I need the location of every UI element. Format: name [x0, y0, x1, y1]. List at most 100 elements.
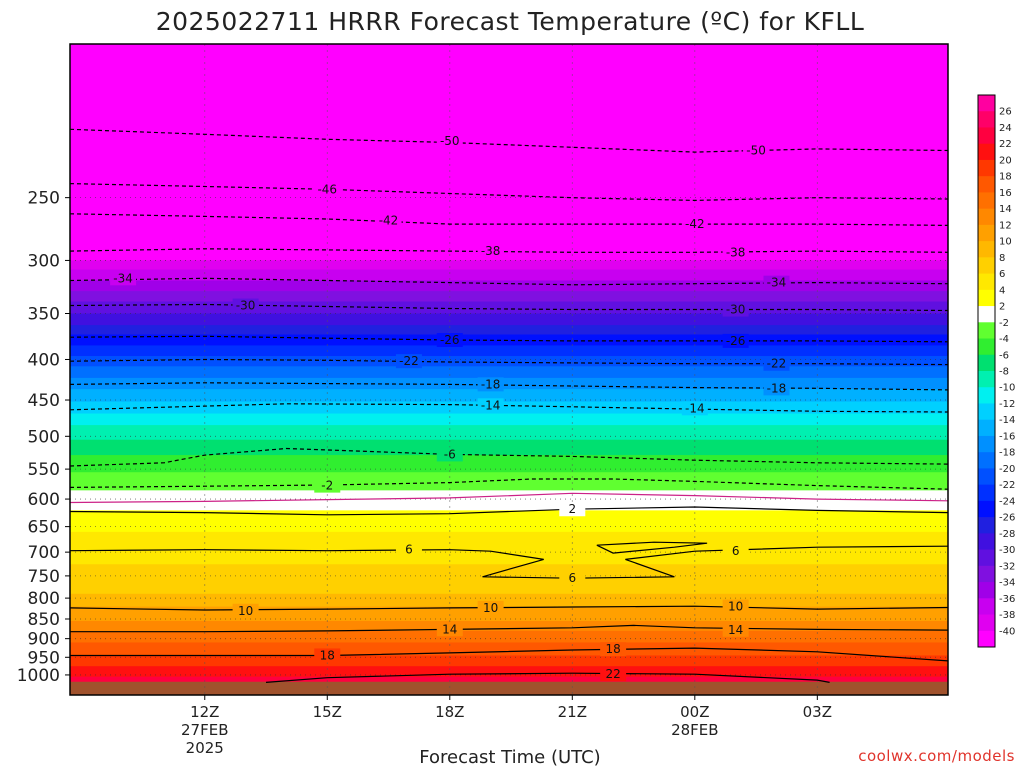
contour-label-16-0: 10 — [238, 604, 253, 618]
contour-label-bg-4-1 — [763, 275, 790, 290]
contour-label-bg-5-1 — [722, 302, 749, 317]
colorbar-label-29: -34 — [999, 578, 1015, 589]
colorbar-label-31: -38 — [999, 610, 1015, 621]
colorbar-label-21: -18 — [999, 448, 1015, 459]
colorbar-swatch-11 — [978, 273, 995, 291]
contour-label-bg-14-2 — [722, 544, 749, 559]
colorbar-label-6: 14 — [999, 204, 1012, 215]
contour-label-6-1: -26 — [726, 334, 746, 348]
colorbar-label-25: -26 — [999, 513, 1015, 524]
y-tick-label-10: 750 — [28, 567, 60, 587]
colorbar-legend: 26 24 22 20 18 16 14 12 10 8 6 4 2 -2 -4 -6 -8 -10 -12 -14 -… — [977, 94, 1015, 648]
x-tick-label-0-1: 27FEB — [181, 721, 228, 739]
colorbar-label-28: -32 — [999, 561, 1015, 572]
contour-label-5-1: -30 — [726, 303, 746, 317]
contour-label-19-0: 22 — [605, 667, 620, 681]
x-tick-label-0-2: 2025 — [186, 739, 224, 757]
colorbar-label-15: -6 — [999, 350, 1009, 361]
ground-band — [70, 681, 948, 695]
colorbar-label-9: 8 — [999, 253, 1005, 264]
temp-band-13 — [70, 389, 948, 403]
temp-band-15 — [70, 413, 948, 426]
contour-label-1-0: -46 — [317, 182, 337, 196]
colorbar-swatch-4 — [978, 159, 995, 177]
colorbar-label-24: -24 — [999, 496, 1015, 507]
colorbar-swatch-2 — [978, 127, 995, 145]
contour-line-16 — [70, 605, 948, 611]
plot-frame — [69, 43, 949, 696]
contour-label-bg-2-1 — [681, 217, 708, 232]
contour-label-8-0: -18 — [481, 377, 501, 391]
temp-band-17 — [70, 439, 948, 456]
temp-band-11 — [70, 366, 948, 379]
colorbar-swatch-25 — [978, 500, 995, 518]
x-tick-label-5-0: 03Z — [803, 703, 832, 721]
x-tick-label-1-0: 15Z — [313, 703, 342, 721]
contour-label-bg-1-0 — [314, 182, 341, 197]
contour-label-9-1: -14 — [685, 401, 705, 415]
contour-label-16-1: 10 — [483, 601, 498, 615]
contour-line-7 — [70, 358, 948, 366]
contour-label-bg-9-0 — [477, 398, 504, 413]
colorbar-label-26: -28 — [999, 529, 1015, 540]
contour-label-bg-3-1 — [722, 245, 749, 260]
colorbar-swatch-18 — [978, 387, 995, 404]
colorbar-label-0: 26 — [999, 107, 1012, 118]
temp-band-6 — [70, 313, 948, 326]
contour-label-13-0: 2 — [568, 502, 576, 516]
y-tick-label-1: 300 — [28, 251, 60, 271]
contour-line-18 — [70, 647, 948, 662]
colorbar-label-22: -20 — [999, 464, 1015, 475]
colorbar-swatch-13 — [978, 306, 995, 323]
contour-label-bg-17-1 — [722, 622, 749, 637]
contour-label-bg-11-0 — [314, 478, 341, 493]
contour-label-7-0: -22 — [399, 354, 419, 368]
y-tick-label-2: 350 — [28, 304, 60, 324]
contour-label-bg-17-0 — [436, 622, 463, 637]
y-tick-label-15: 1000 — [17, 666, 60, 686]
colorbar-label-2: 22 — [999, 139, 1012, 150]
contour-label-18-1: 18 — [605, 642, 620, 656]
temp-band-29 — [70, 655, 948, 667]
colorbar-label-7: 12 — [999, 220, 1012, 231]
temp-band-24 — [70, 593, 948, 608]
contour-label-8-1: -18 — [767, 381, 787, 395]
colorbar-swatch-20 — [978, 419, 995, 437]
contour-line-12 — [70, 492, 948, 504]
contour-label-bg-7-1 — [763, 356, 790, 371]
contour-label-7-1: -22 — [767, 357, 787, 371]
contour-line-19 — [265, 672, 830, 683]
plot-area: -50-50-46-42 -42-38 -38-34 -34-30 -30-26 -26-… — [69, 43, 949, 696]
colorbar-label-30: -36 — [999, 594, 1015, 605]
colorbar-label-3: 20 — [999, 155, 1012, 166]
temp-band-30 — [70, 666, 948, 678]
temp-band-1 — [70, 260, 948, 271]
contour-line-4 — [70, 277, 948, 286]
contour-line-15 — [596, 541, 708, 554]
colorbar-swatch-5 — [978, 176, 995, 193]
contour-label-3-0: -38 — [481, 244, 501, 258]
y-tick-label-4: 450 — [28, 391, 60, 411]
colorbar-swatch-1 — [978, 111, 995, 128]
contour-label-0-0: -50 — [440, 134, 460, 148]
contour-line-13 — [70, 506, 948, 516]
colorbar-swatch-30 — [978, 582, 995, 599]
y-tick-label-6: 550 — [28, 460, 60, 480]
temp-band-20 — [70, 490, 948, 511]
colorbar-label-19: -14 — [999, 415, 1015, 426]
colorbar-swatch-17 — [978, 371, 995, 388]
contour-label-2-1: -42 — [685, 217, 705, 231]
colorbar-label-18: -12 — [999, 399, 1015, 410]
contour-label-2-0: -42 — [379, 213, 399, 227]
colorbar-swatch-33 — [978, 630, 995, 648]
colorbar-swatch-15 — [978, 338, 995, 356]
colorbar-swatch-16 — [978, 354, 995, 372]
contour-line-5 — [70, 303, 948, 312]
contour-label-17-1: 14 — [728, 623, 743, 637]
contour-label-18-0: 18 — [320, 648, 335, 662]
contour-label-bg-4-0 — [110, 271, 137, 286]
contour-label-bg-9-1 — [681, 401, 708, 416]
temp-band-22 — [70, 531, 948, 565]
temp-band-18 — [70, 455, 948, 473]
contour-line-0 — [70, 128, 948, 153]
